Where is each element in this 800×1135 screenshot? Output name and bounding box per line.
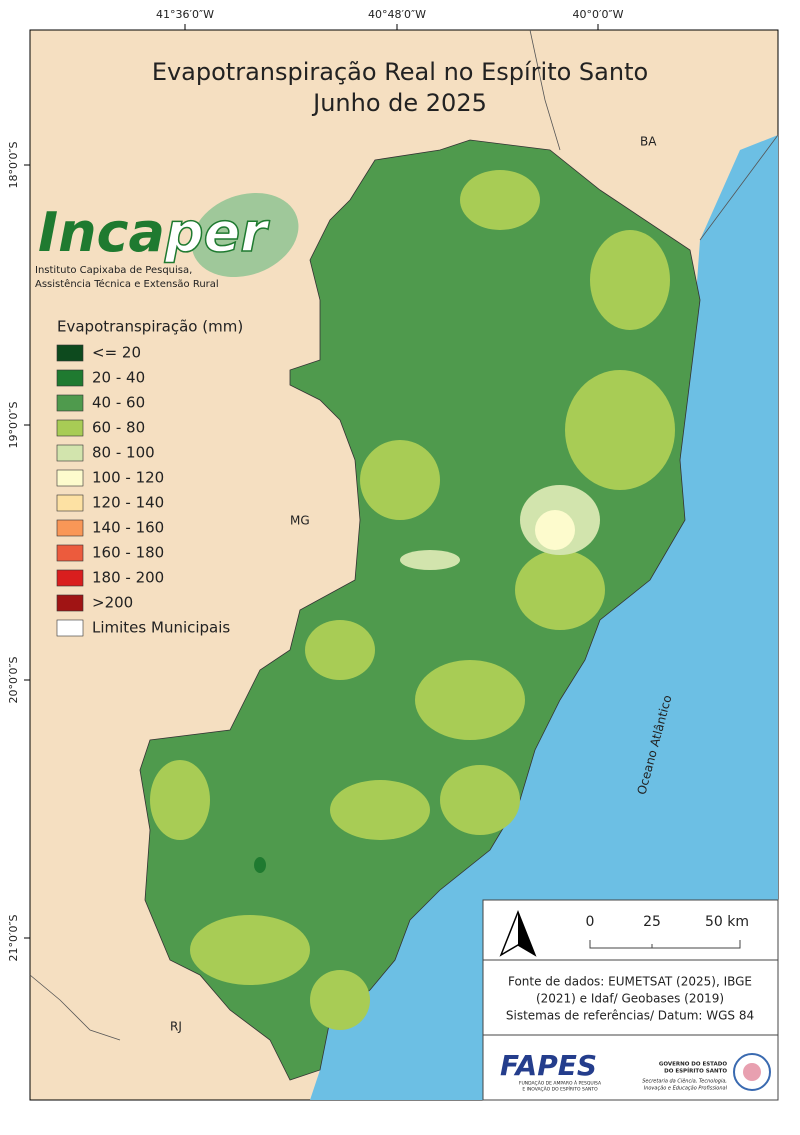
scale-label: 50 km: [705, 914, 749, 930]
scale-label: 0: [586, 914, 595, 930]
source-text: Fonte de dados: EUMETSAT (2025), IBGE: [508, 975, 752, 989]
legend-swatch: [56, 469, 84, 487]
legend-label: 160 - 180: [92, 544, 164, 562]
logo-subtitle: Instituto Capixaba de Pesquisa,: [35, 265, 192, 276]
logo-name: Incaper: [38, 201, 270, 264]
north-arrow-half: [518, 912, 535, 955]
source-text: Sistemas de referências/ Datum: WGS 84: [506, 1009, 754, 1023]
legend-swatch: [56, 344, 84, 362]
legend-swatch: [56, 394, 84, 412]
info-panel: [482, 899, 779, 1101]
lat-label: 21°0′0″S: [7, 914, 20, 961]
legend-label: 80 - 100: [92, 444, 155, 462]
place-label: BA: [640, 135, 657, 149]
lat-label: 19°0′0″S: [7, 401, 20, 448]
legend-swatch: [56, 494, 84, 512]
lat-label: 18°0′0″S: [7, 141, 20, 188]
lat-label: 20°0′0″S: [7, 656, 20, 703]
gov-text: DO ESPÍRITO SANTO: [664, 1067, 727, 1075]
legend-label: 100 - 120: [92, 469, 164, 487]
ocean: [310, 135, 778, 1100]
title: Junho de 2025: [311, 89, 487, 117]
legend: <= 20 20 - 40 40 - 60 60 - 80 80 - 100 100 - …: [56, 344, 230, 637]
legend-swatch: [56, 569, 84, 587]
scale-bar: [589, 940, 741, 949]
graticule-labels: 41°36′0″W 40°48′0″W 40°0′0″W 18°0′0″S 19…: [7, 8, 624, 962]
legend-swatch: [56, 619, 84, 637]
legend-label: >200: [92, 594, 133, 612]
fapes-caption: FUNDAÇÃO DE AMPARO À PESQUISA: [519, 1080, 602, 1087]
place-label: RJ: [170, 1020, 182, 1034]
logo-leaf: [191, 192, 299, 278]
legend-label: 120 - 140: [92, 494, 164, 512]
place-label: MG: [290, 514, 310, 528]
fapes-caption: E INOVAÇÃO DO ESPÍRITO SANTO: [522, 1086, 598, 1093]
gov-text: GOVERNO DO ESTADO: [659, 1062, 728, 1068]
legend-swatch: [56, 369, 84, 387]
legend-label: 180 - 200: [92, 569, 164, 587]
et-zones: [150, 170, 675, 1030]
legend-label: Limites Municipais: [92, 619, 230, 637]
state-emblem-inner: [743, 1063, 761, 1081]
legend-swatch: [56, 519, 84, 537]
legend-label: 140 - 160: [92, 519, 164, 537]
legend-swatch: [56, 419, 84, 437]
legend-title: Evapotranspiração (mm): [57, 318, 243, 336]
secretariat-text: Secretaria da Ciência, Tecnologia,: [642, 1078, 727, 1085]
scale-label: 25: [643, 914, 661, 930]
state-border: [29, 29, 779, 1041]
logo: Incaper Instituto Capixaba de Pesquisa, …: [35, 192, 299, 290]
graticule-ticks: [24, 24, 599, 939]
source-text: (2021) e Idaf/ Geobases (2019): [536, 992, 724, 1006]
legend-swatch: [56, 594, 84, 612]
legend-label: 40 - 60: [92, 394, 145, 412]
fapes-logo: FAPES: [500, 1049, 597, 1082]
info-box: 0 25 50 km Fonte de dados: EUMETSAT (202…: [482, 899, 779, 1101]
title: Evapotranspiração Real no Espírito Santo: [152, 58, 648, 86]
legend-swatch: [56, 544, 84, 562]
legend-label: 60 - 80: [92, 419, 145, 437]
legend-label: 20 - 40: [92, 369, 145, 387]
logo-subtitle: Assistência Técnica e Extensão Rural: [35, 278, 219, 290]
lon-label: 41°36′0″W: [156, 8, 214, 21]
lon-label: 40°0′0″W: [573, 8, 624, 21]
state-area: [139, 139, 701, 1081]
et-high-zones: [254, 485, 600, 873]
legend-swatch: [56, 444, 84, 462]
legend-label: <= 20: [92, 344, 141, 362]
lon-label: 40°48′0″W: [368, 8, 426, 21]
secretariat-text: Inovação e Educação Profissional: [644, 1086, 728, 1092]
